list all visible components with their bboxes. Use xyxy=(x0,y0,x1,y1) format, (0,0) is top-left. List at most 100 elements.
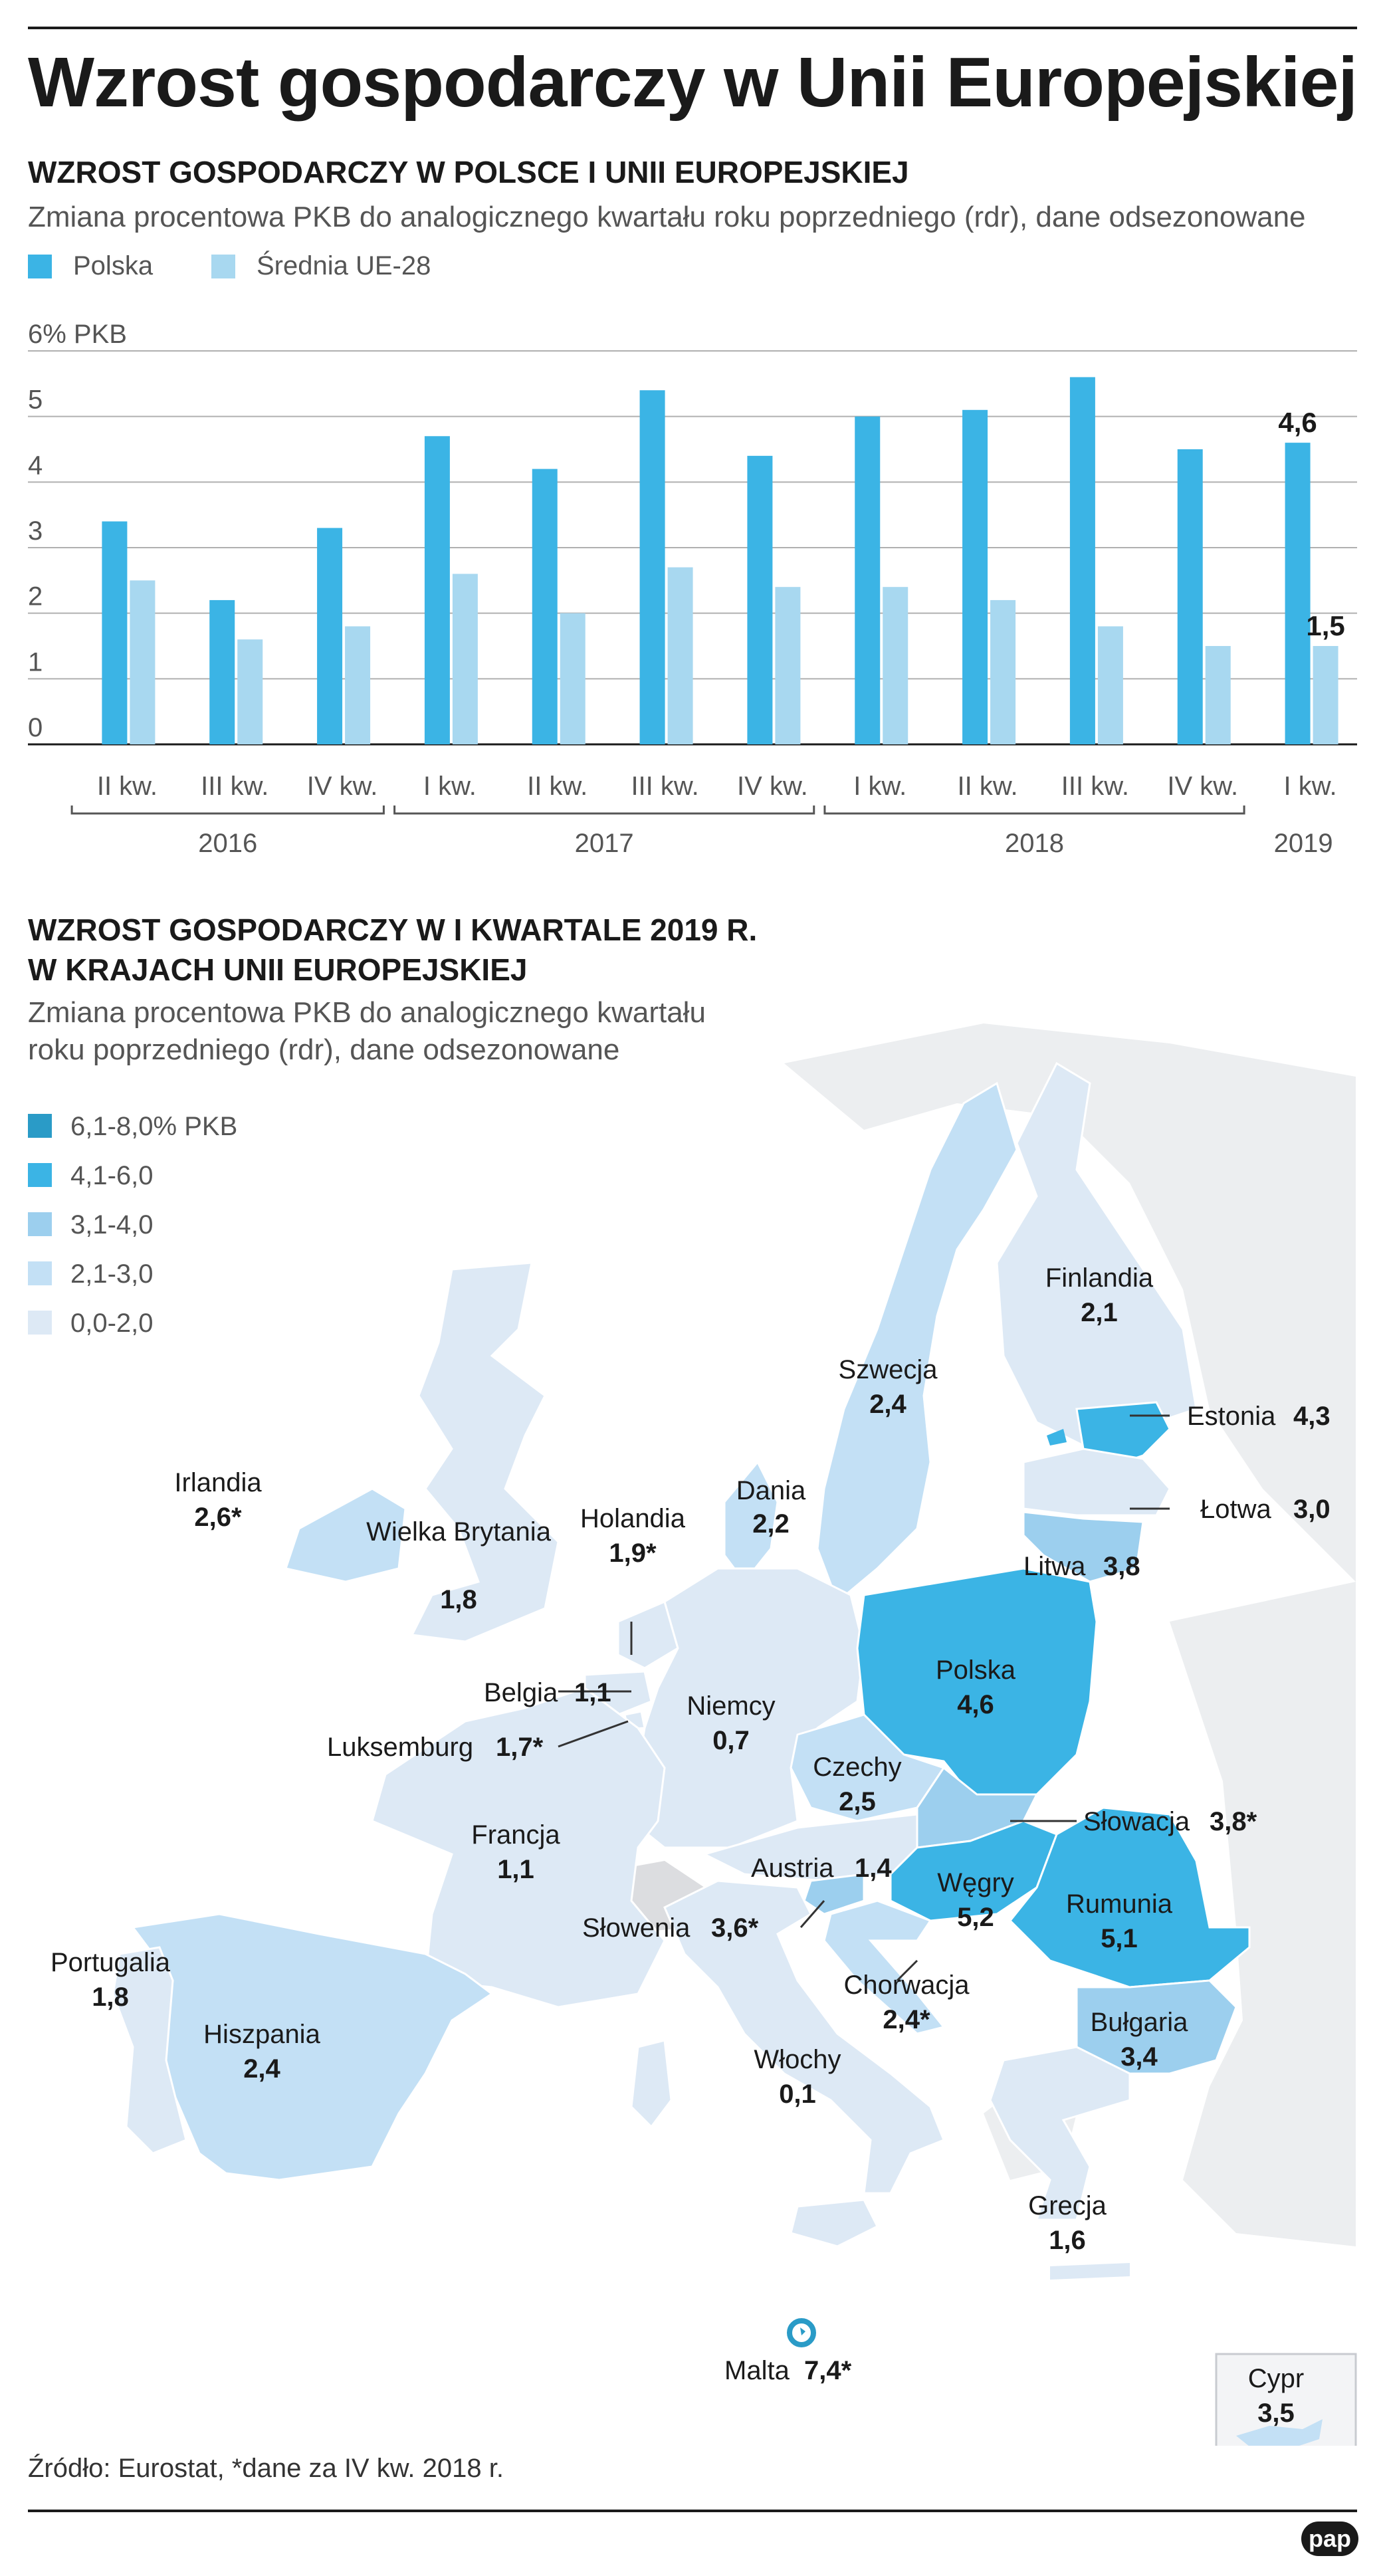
label-rumunia-value: 5,1 xyxy=(1101,1924,1138,1953)
label-bulgaria-value: 3,4 xyxy=(1120,2042,1158,2072)
label-wegry-name: Węgry xyxy=(937,1868,1014,1897)
bar-eu-11 xyxy=(1313,646,1338,744)
label-niemcy-value: 0,7 xyxy=(712,1726,750,1755)
legend-swatch-eu xyxy=(211,254,235,278)
map-legend: 6,1-8,0% PKB 4,1-6,0 3,1-4,0 2,1-3,0 0,0… xyxy=(28,1112,237,1338)
x-tick-label: I kw. xyxy=(1284,772,1337,801)
label-dania-value: 2,2 xyxy=(752,1509,790,1539)
bar-eu-8 xyxy=(990,599,1016,744)
label-malta-value: 7,4* xyxy=(804,2356,852,2385)
y-tick-label: 1 xyxy=(28,647,43,677)
map-legend-swatch-2 xyxy=(28,1163,52,1187)
data-label: 4,6 xyxy=(1278,407,1317,438)
y-tick-label: 0 xyxy=(28,713,43,742)
map-legend-swatch-4 xyxy=(28,1261,52,1285)
label-slowacja-value: 3,8* xyxy=(1210,1807,1257,1836)
bar-chart: 0 1 2 3 4 5 6% PKB II kw. III kw. IV kw. I kw. II k… xyxy=(28,320,1357,858)
legend-label-polska: Polska xyxy=(73,251,154,280)
map-heading-line1: WZROST GOSPODARCZY W I KWARTALE 2019 R. xyxy=(28,912,758,947)
country-dania xyxy=(723,1460,779,1584)
chart-subtitle: Zmiana procentowa PKB do analogicznego k… xyxy=(28,201,1306,233)
map-legend-swatch-1 xyxy=(28,1114,52,1138)
label-litwa-value: 3,8 xyxy=(1103,1552,1140,1581)
country-rumunia xyxy=(1008,1806,1251,1988)
label-malta-name: Malta xyxy=(724,2356,790,2385)
country-francja xyxy=(371,1687,666,2008)
country-holandia xyxy=(617,1600,679,1669)
x-tick-label: IV kw. xyxy=(737,772,808,801)
map-labels: Finlandia 2,1 Szwecja 2,4 Estonia 4,3 Ło… xyxy=(51,1263,1331,2428)
x-tick-label: II kw. xyxy=(527,772,587,801)
x-tick-label: IV kw. xyxy=(1167,772,1238,801)
map-heading-line2: W KRAJACH UNII EUROPEJSKIEJ xyxy=(28,952,528,987)
x-tick-label: I kw. xyxy=(853,772,906,801)
label-polska-value: 4,6 xyxy=(957,1690,994,1719)
eu-map: 6,1-8,0% PKB 4,1-6,0 3,1-4,0 2,1-3,0 0,0… xyxy=(28,996,1357,2446)
label-rumunia-name: Rumunia xyxy=(1066,1889,1173,1919)
label-holandia-value: 1,9* xyxy=(609,1539,657,1568)
label-austria-name: Austria xyxy=(751,1854,834,1883)
label-finlandia-value: 2,1 xyxy=(1081,1298,1118,1327)
country-szwecja xyxy=(816,1081,1018,1604)
label-grecja-value: 1,6 xyxy=(1049,2226,1086,2255)
country-wlochy-sycylia xyxy=(790,2199,879,2248)
legend-swatch-polska xyxy=(28,254,52,278)
label-portugalia-value: 1,8 xyxy=(92,1983,129,2012)
year-bracket xyxy=(70,805,385,815)
year-label: 2016 xyxy=(198,829,257,858)
label-francja-value: 1,1 xyxy=(497,1855,534,1884)
legend-label-eu: Średnia UE-28 xyxy=(257,251,431,280)
x-tick-label: III kw. xyxy=(631,772,698,801)
label-slowenia-name: Słowenia xyxy=(582,1913,691,1943)
label-wielka-brytania-name: Wielka Brytania xyxy=(366,1517,552,1547)
x-tick-label: II kw. xyxy=(958,772,1018,801)
chart-heading: WZROST GOSPODARCZY W POLSCE I UNII EUROP… xyxy=(28,155,909,189)
country-wielka-brytania xyxy=(410,1261,560,1643)
map-subtitle-line1: Zmiana procentowa PKB do analogicznego k… xyxy=(28,996,706,1029)
country-chorwacja xyxy=(823,1899,946,2035)
bar-eu-5 xyxy=(667,567,693,744)
map-subtitle-line2: roku poprzedniego (rdr), dane odsezonowa… xyxy=(28,1033,619,1066)
label-bulgaria-name: Bułgaria xyxy=(1091,2008,1189,2037)
label-luksemburg-name: Luksemburg xyxy=(327,1733,473,1762)
country-niemcy xyxy=(630,1567,865,1849)
bar-polska-6 xyxy=(747,455,773,744)
page-title: Wzrost gospodarczy w Unii Europejskiej xyxy=(28,43,1358,122)
label-niemcy-name: Niemcy xyxy=(687,1691,775,1721)
label-czechy-name: Czechy xyxy=(813,1753,901,1782)
year-label: 2018 xyxy=(1005,829,1064,858)
y-tick-label: 2 xyxy=(28,582,43,611)
y-tick-label: 5 xyxy=(28,385,43,415)
label-irlandia-value: 2,6* xyxy=(194,1503,242,1532)
country-irlandia xyxy=(284,1487,407,1583)
label-hiszpania-value: 2,4 xyxy=(243,2054,280,2084)
chart-legend-eu: Średnia UE-28 xyxy=(211,251,431,281)
year-label: 2019 xyxy=(1274,829,1333,858)
label-irlandia-name: Irlandia xyxy=(174,1468,262,1497)
label-portugalia-name: Portugalia xyxy=(51,1948,171,1977)
leader-lines xyxy=(558,1414,1170,1982)
label-luksemburg-value: 1,7* xyxy=(496,1733,544,1762)
year-bracket xyxy=(393,805,815,815)
bar-polska-2 xyxy=(317,528,343,744)
estonia-island xyxy=(1047,1429,1067,1446)
bar-eu-9 xyxy=(1097,626,1123,744)
label-szwecja-name: Szwecja xyxy=(839,1355,938,1384)
country-hiszpania xyxy=(131,1913,494,2181)
bar-eu-2 xyxy=(345,626,371,744)
x-tick-label: II kw. xyxy=(97,772,158,801)
country-wlochy xyxy=(663,1879,945,2195)
label-slowenia-value: 3,6* xyxy=(711,1913,759,1943)
label-czechy-value: 2,5 xyxy=(839,1787,876,1816)
bar-polska-8 xyxy=(962,409,988,744)
label-slowacja-name: Słowacja xyxy=(1083,1807,1190,1836)
label-cypr-name: Cypr xyxy=(1248,2364,1304,2393)
map-legend-label-4: 2,1-3,0 xyxy=(70,1259,154,1289)
label-chorwacja-name: Chorwacja xyxy=(844,1971,970,2000)
x-tick-label: III kw. xyxy=(1061,772,1129,801)
bar-eu-4 xyxy=(560,613,586,744)
data-label: 1,5 xyxy=(1306,610,1344,641)
map-legend-label-5: 0,0-2,0 xyxy=(70,1309,154,1338)
map-legend-swatch-3 xyxy=(28,1212,52,1236)
bar-polska-4 xyxy=(532,469,558,744)
